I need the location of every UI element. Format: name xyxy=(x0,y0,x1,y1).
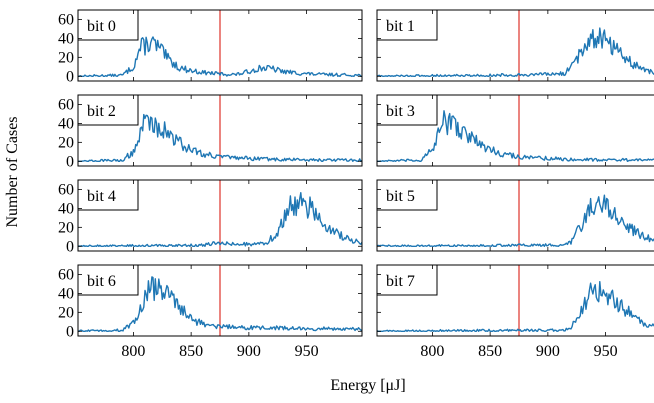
panel-label-box xyxy=(376,264,438,296)
y-tick-label: 0 xyxy=(66,238,74,255)
panel-frame xyxy=(77,94,363,167)
panel-label-box xyxy=(376,9,438,41)
series-line xyxy=(377,194,654,247)
panel-label: bit 5 xyxy=(386,188,415,205)
series-line xyxy=(377,281,654,332)
y-tick-label: 20 xyxy=(58,304,74,321)
panel-frame xyxy=(376,9,654,82)
x-tick-label: 800 xyxy=(420,343,444,360)
y-tick-label: 60 xyxy=(58,181,74,198)
x-tick-label: 900 xyxy=(237,343,261,360)
x-tick-label: 850 xyxy=(478,343,502,360)
series-line xyxy=(78,113,362,162)
panel-3: bit 3 xyxy=(376,94,654,167)
panel-label: bit 3 xyxy=(386,103,415,120)
panel-1: bit 1 xyxy=(376,9,654,82)
series-line xyxy=(377,110,654,162)
panel-label-box xyxy=(77,264,139,296)
panel-6: bit 6 0 20 40 60 800 850 900 950 xyxy=(58,264,363,360)
panel-label: bit 0 xyxy=(87,18,116,35)
series-line xyxy=(377,27,654,77)
panel-label: bit 6 xyxy=(87,273,116,290)
y-tick-label: 40 xyxy=(58,285,74,302)
x-tick-label: 850 xyxy=(179,343,203,360)
x-tick-label: 900 xyxy=(536,343,560,360)
series-line xyxy=(78,36,362,77)
panel-label-box xyxy=(77,94,139,126)
panel-4: bit 4 0 20 40 60 xyxy=(58,179,363,255)
series-line xyxy=(78,276,362,332)
y-tick-label: 60 xyxy=(58,96,74,113)
panel-label-box xyxy=(77,179,139,211)
panel-frame xyxy=(376,179,654,252)
y-tick-label: 40 xyxy=(58,200,74,217)
x-axis-title: Energy [μJ] xyxy=(330,377,405,394)
panel-frame xyxy=(77,9,363,82)
panel-label-box xyxy=(376,179,438,211)
panel-frame xyxy=(376,264,654,337)
panel-7: bit 7 800 850 900 950 xyxy=(376,264,654,360)
x-tick-label: 800 xyxy=(121,343,145,360)
y-tick-label: 60 xyxy=(58,266,74,283)
panel-label: bit 2 xyxy=(87,103,116,120)
panel-frame xyxy=(376,94,654,167)
series-line xyxy=(78,192,362,247)
y-tick-label: 20 xyxy=(58,219,74,236)
plots-area: bit 0 0 20 40 60 bit 1 bit 2 0 20 40 60 bit 3 bit 4 0… xyxy=(58,9,654,360)
panel-label: bit 7 xyxy=(386,273,415,290)
y-tick-label: 20 xyxy=(58,134,74,151)
panel-5: bit 5 xyxy=(376,179,654,252)
panel-label-box xyxy=(376,94,438,126)
x-tick-label: 950 xyxy=(295,343,319,360)
y-tick-label: 40 xyxy=(58,30,74,47)
panel-label: bit 4 xyxy=(87,188,116,205)
panel-frame xyxy=(77,179,363,252)
y-tick-label: 0 xyxy=(66,323,74,340)
panel-label-box xyxy=(77,9,139,41)
panel-2: bit 2 0 20 40 60 xyxy=(58,94,363,170)
y-axis-title: Number of Cases xyxy=(4,116,21,227)
y-tick-label: 40 xyxy=(58,115,74,132)
panel-frame xyxy=(77,264,363,337)
panel-label: bit 1 xyxy=(386,18,415,35)
y-tick-label: 0 xyxy=(66,153,74,170)
y-tick-label: 20 xyxy=(58,49,74,66)
y-tick-label: 0 xyxy=(66,68,74,85)
y-tick-label: 60 xyxy=(58,11,74,28)
x-tick-label: 950 xyxy=(594,343,618,360)
panel-0: bit 0 0 20 40 60 xyxy=(58,9,363,85)
